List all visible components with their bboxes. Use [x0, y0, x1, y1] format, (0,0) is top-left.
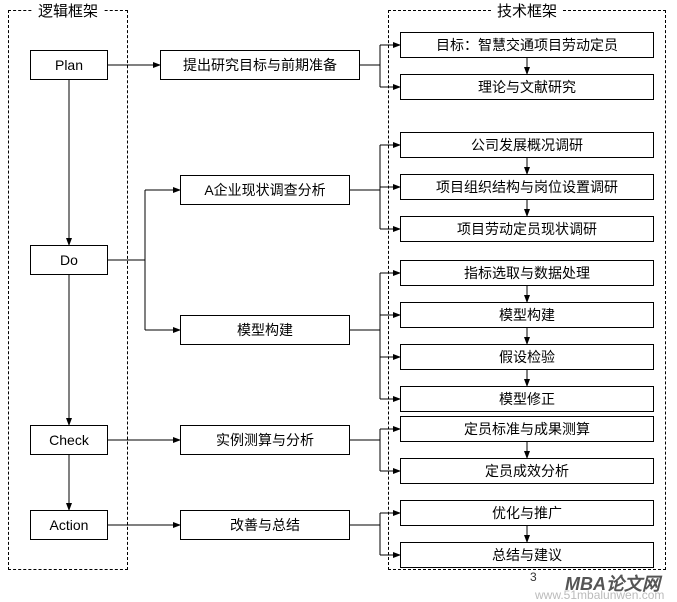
node-t5: 项目劳动定员现状调研	[400, 216, 654, 242]
node-t6: 指标选取与数据处理	[400, 260, 654, 286]
node-t11: 定员成效分析	[400, 458, 654, 484]
node-m-do1-label: A企业现状调查分析	[204, 180, 325, 200]
node-do-label: Do	[60, 252, 78, 268]
node-m-do2-label: 模型构建	[237, 320, 293, 340]
node-t4: 项目组织结构与岗位设置调研	[400, 174, 654, 200]
node-t13: 总结与建议	[400, 542, 654, 568]
node-t9: 模型修正	[400, 386, 654, 412]
node-action-label: Action	[50, 517, 89, 533]
node-action: Action	[30, 510, 108, 540]
node-t7: 模型构建	[400, 302, 654, 328]
page-number: 3	[530, 570, 537, 584]
node-t1: 目标：智慧交通项目劳动定员	[400, 32, 654, 58]
node-t10: 定员标准与成果测算	[400, 416, 654, 442]
node-m-action-label: 改善与总结	[230, 515, 300, 535]
frame-logic: 逻辑框架	[8, 10, 128, 570]
node-t2: 理论与文献研究	[400, 74, 654, 100]
node-t11-label: 定员成效分析	[485, 461, 569, 481]
frame-tech-title: 技术框架	[491, 0, 563, 21]
node-m-do2: 模型构建	[180, 315, 350, 345]
node-t8: 假设检验	[400, 344, 654, 370]
node-t5-label: 项目劳动定员现状调研	[457, 219, 597, 239]
watermark-url: www.51mbalunwen.com	[535, 588, 664, 602]
node-t12-label: 优化与推广	[492, 503, 562, 523]
node-plan-label: Plan	[55, 57, 83, 73]
node-plan: Plan	[30, 50, 108, 80]
node-t9-label: 模型修正	[499, 389, 555, 409]
node-t12: 优化与推广	[400, 500, 654, 526]
node-m-plan-label: 提出研究目标与前期准备	[183, 55, 337, 75]
node-do: Do	[30, 245, 108, 275]
node-t3-label: 公司发展概况调研	[471, 135, 583, 155]
node-t6-label: 指标选取与数据处理	[464, 263, 590, 283]
node-m-check: 实例测算与分析	[180, 425, 350, 455]
node-check: Check	[30, 425, 108, 455]
node-t13-label: 总结与建议	[492, 545, 562, 565]
node-m-check-label: 实例测算与分析	[216, 430, 314, 450]
node-m-plan: 提出研究目标与前期准备	[160, 50, 360, 80]
node-t7-label: 模型构建	[499, 305, 555, 325]
node-check-label: Check	[49, 432, 89, 448]
node-t10-label: 定员标准与成果测算	[464, 419, 590, 439]
node-m-do1: A企业现状调查分析	[180, 175, 350, 205]
frame-logic-title: 逻辑框架	[32, 0, 104, 21]
node-t8-label: 假设检验	[499, 347, 555, 367]
node-m-action: 改善与总结	[180, 510, 350, 540]
node-t1-label: 目标：智慧交通项目劳动定员	[436, 35, 618, 55]
node-t3: 公司发展概况调研	[400, 132, 654, 158]
node-t2-label: 理论与文献研究	[478, 77, 576, 97]
node-t4-label: 项目组织结构与岗位设置调研	[436, 177, 618, 197]
